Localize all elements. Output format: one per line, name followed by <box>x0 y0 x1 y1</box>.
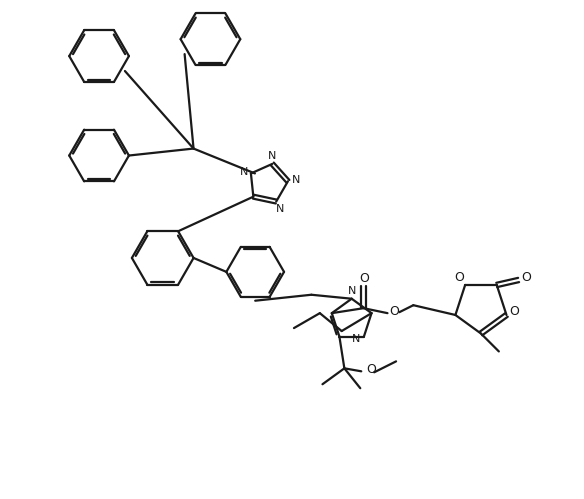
Text: N: N <box>240 168 248 178</box>
Text: O: O <box>522 271 531 284</box>
Text: N: N <box>268 151 276 161</box>
Text: O: O <box>366 363 376 376</box>
Text: O: O <box>454 271 464 284</box>
Text: N: N <box>291 175 300 185</box>
Text: O: O <box>509 305 519 318</box>
Text: N: N <box>276 204 284 214</box>
Text: N: N <box>352 334 360 344</box>
Text: O: O <box>360 272 370 285</box>
Text: O: O <box>390 305 399 318</box>
Text: N: N <box>347 286 356 296</box>
